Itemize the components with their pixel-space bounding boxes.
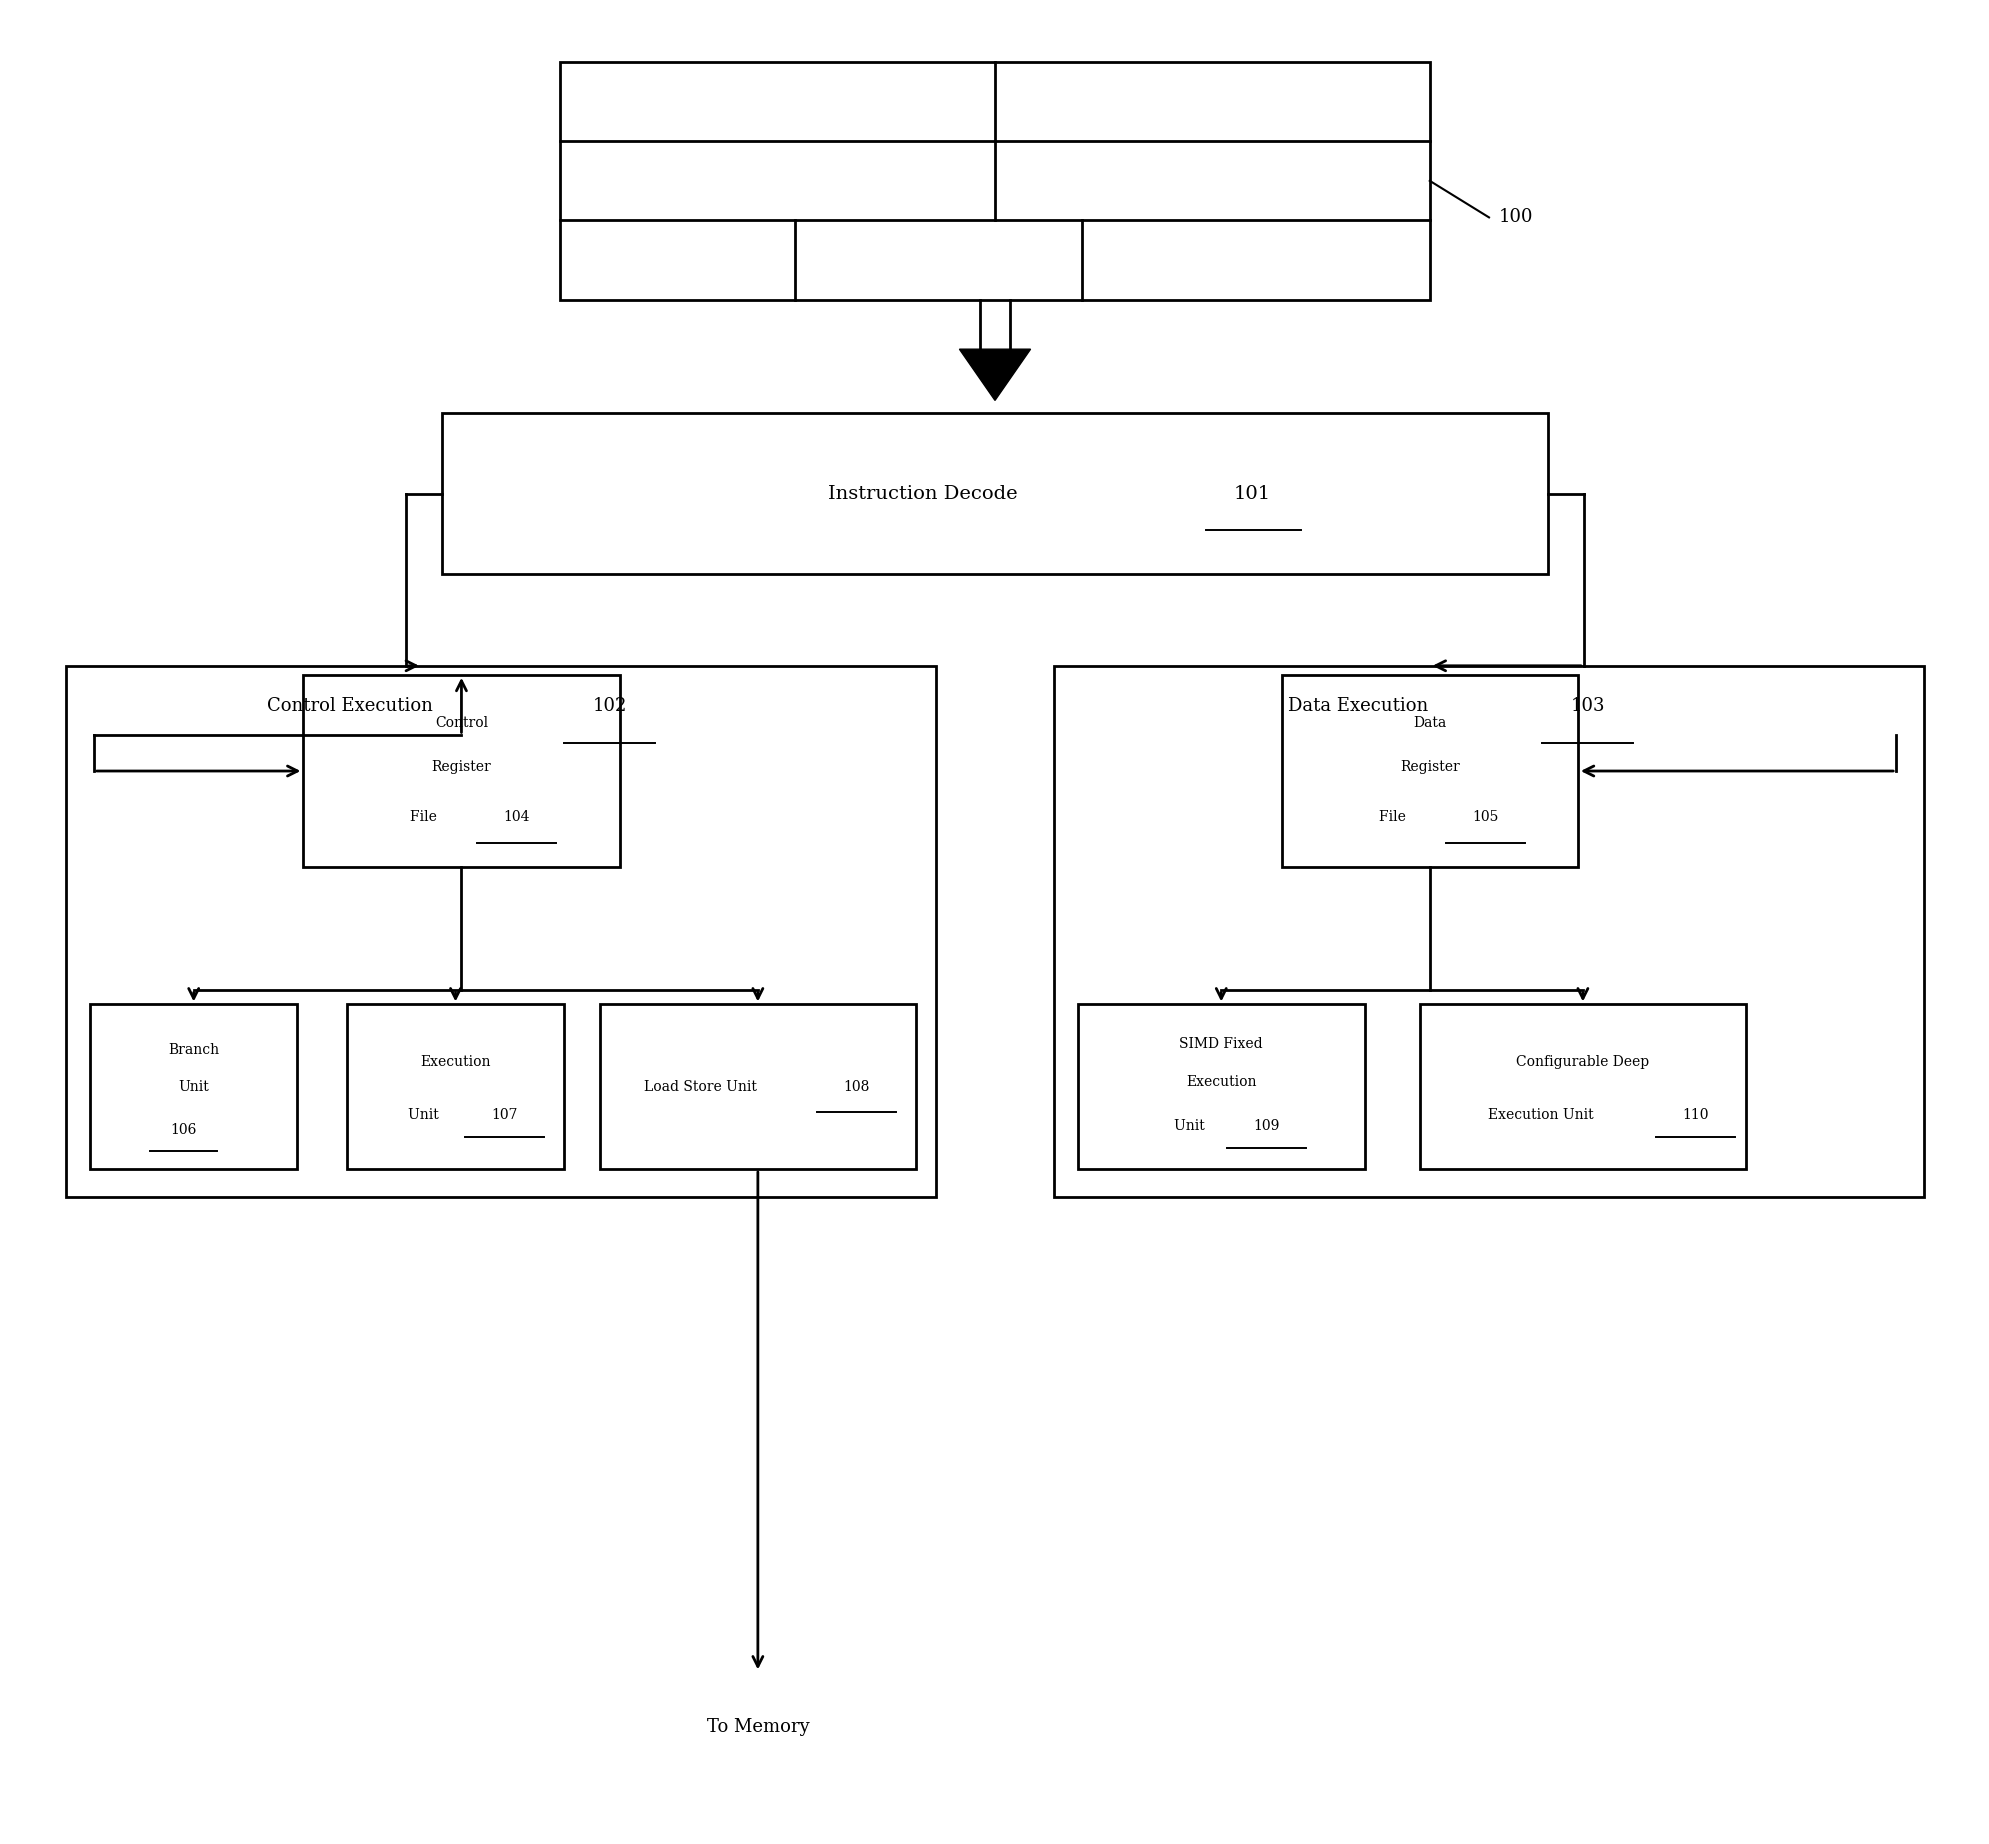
Text: File: File (410, 810, 442, 824)
Text: Data Execution: Data Execution (1287, 697, 1432, 715)
Bar (1054, 666, 1923, 1197)
Text: Branch: Branch (167, 1044, 219, 1057)
Text: Unit: Unit (179, 1081, 209, 1093)
Text: SIMD Fixed: SIMD Fixed (1179, 1036, 1263, 1051)
Text: To Memory: To Memory (706, 1719, 810, 1737)
Text: 106: 106 (171, 1123, 197, 1136)
Text: File: File (1378, 810, 1408, 824)
Text: Register: Register (432, 760, 491, 774)
Text: 100: 100 (1498, 208, 1534, 227)
Text: Register: Register (1398, 760, 1458, 774)
Bar (1418, 1005, 1744, 1169)
Text: 108: 108 (843, 1081, 869, 1093)
Bar (90, 1005, 296, 1169)
Bar (346, 1005, 565, 1169)
Bar (66, 666, 935, 1197)
Bar (561, 63, 1428, 301)
Text: 104: 104 (503, 810, 529, 824)
Text: 101: 101 (1233, 485, 1269, 503)
Text: 107: 107 (491, 1108, 517, 1121)
Text: Unit: Unit (408, 1108, 444, 1121)
Text: 102: 102 (593, 697, 627, 715)
Bar (302, 675, 619, 867)
Text: Control Execution: Control Execution (267, 697, 438, 715)
Text: Execution: Execution (420, 1055, 491, 1070)
Polygon shape (959, 349, 1030, 400)
Text: Data: Data (1412, 715, 1446, 730)
Text: Unit: Unit (1174, 1119, 1209, 1134)
Text: Instruction Decode: Instruction Decode (827, 485, 1022, 503)
Bar (442, 413, 1547, 573)
Text: 110: 110 (1681, 1108, 1709, 1121)
Text: Execution Unit: Execution Unit (1488, 1108, 1597, 1121)
Bar (1078, 1005, 1364, 1169)
Bar (599, 1005, 915, 1169)
Text: 105: 105 (1472, 810, 1498, 824)
Text: Execution: Execution (1185, 1075, 1255, 1088)
Bar (1281, 675, 1577, 867)
Text: 103: 103 (1569, 697, 1605, 715)
Text: Control: Control (436, 715, 487, 730)
Text: Configurable Deep: Configurable Deep (1516, 1055, 1649, 1070)
Text: Load Store Unit: Load Store Unit (644, 1081, 760, 1093)
Text: 109: 109 (1253, 1119, 1279, 1134)
